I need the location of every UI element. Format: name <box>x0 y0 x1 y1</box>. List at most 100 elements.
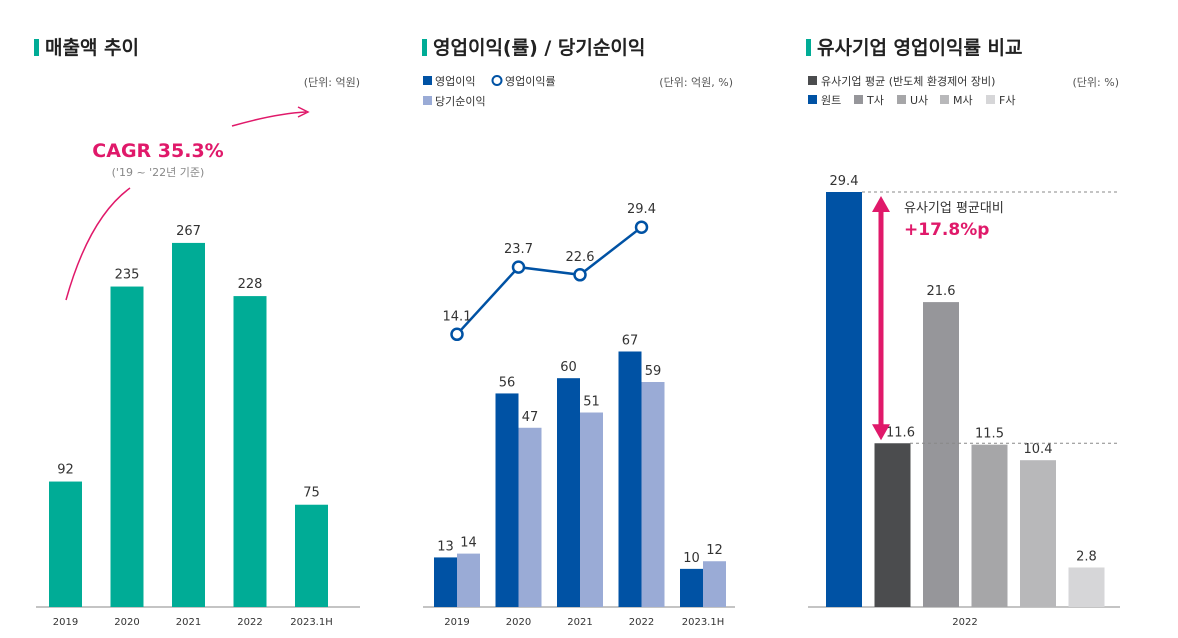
tick-label: 2021 <box>176 617 201 628</box>
chart1-marks: 92 2019 235 2020 267 2021 228 2022 75 2023.1H <box>49 224 333 628</box>
data-label: 29.4 <box>627 202 656 217</box>
data-label: 14.1 <box>443 309 472 324</box>
tick-label: 2021 <box>567 617 592 628</box>
title-marker <box>806 39 811 56</box>
chart1-unit: (단위: 억원) <box>304 76 360 89</box>
data-label: 51 <box>583 395 600 410</box>
bar-당기순이익-2019 <box>457 553 480 607</box>
bar-2019 <box>49 481 82 607</box>
op-margin-point-2020 <box>511 260 526 274</box>
bar-원트 <box>826 192 862 607</box>
legend-swatch <box>897 95 906 104</box>
chart3-marks: 29.4 11.6 21.6 11.5 10.4 2.8 <box>826 174 1120 607</box>
bar-M사 <box>1020 460 1056 607</box>
legend-label: T사 <box>866 94 884 107</box>
data-label: 267 <box>176 224 201 239</box>
bar-2021 <box>172 242 205 607</box>
tick-label: 2023.1H <box>682 617 725 628</box>
data-label: 228 <box>238 277 263 292</box>
legend-label: F사 <box>999 94 1015 107</box>
bar-당기순이익-2023.1H <box>703 561 726 607</box>
legend-label: U사 <box>910 94 928 107</box>
legend-swatch <box>808 95 817 104</box>
data-label: 60 <box>560 360 577 375</box>
chart2-title: 영업이익(률) / 당기순이익 <box>422 33 645 60</box>
bar-영업이익-2020 <box>495 393 519 607</box>
data-label: 47 <box>522 410 539 425</box>
cagr-arrow-right <box>231 111 307 127</box>
op-margin-point-2019 <box>450 327 464 342</box>
tick-label: 2023.1H <box>290 617 333 628</box>
op-margin-point-2021 <box>573 268 587 282</box>
legend-swatch-op-profit <box>423 76 432 85</box>
gap-arrow-head-down <box>872 424 890 441</box>
data-label: 235 <box>115 268 140 283</box>
legend-peer-avg: 유사기업 평균 (반도체 환경제어 장비) <box>821 75 995 88</box>
chart3-title: 유사기업 영업이익률 비교 <box>806 33 1023 60</box>
data-label: 13 <box>437 539 454 554</box>
legend-label: M사 <box>953 94 973 107</box>
data-label: 14 <box>460 536 477 551</box>
data-label: 11.6 <box>886 425 915 440</box>
bar-유사기업 평균 (반도체 환경제어 장비) <box>874 443 911 607</box>
data-label: 56 <box>499 375 516 390</box>
bar-당기순이익-2022 <box>641 382 665 607</box>
data-label: 21.6 <box>927 284 956 299</box>
legend-swatch <box>854 95 863 104</box>
tick-label: 2022 <box>629 617 654 628</box>
bar-영업이익-2023.1H <box>680 568 703 607</box>
data-label: 11.5 <box>975 427 1004 442</box>
chart2-marks: 13 14 2019 56 47 2020 60 51 2021 67 59 2022 10 12 2023… <box>434 202 726 628</box>
data-label: 67 <box>622 333 639 348</box>
tick-label: 2020 <box>114 617 139 628</box>
legend-net-income: 당기순이익 <box>435 95 486 108</box>
bar-영업이익-2021 <box>557 378 580 607</box>
tick-label: 2019 <box>53 617 78 628</box>
chart3-category-label: 2022 <box>952 617 977 628</box>
bar-F사 <box>1068 567 1105 607</box>
legend-swatch <box>986 95 995 104</box>
data-label: 12 <box>706 543 723 558</box>
bar-2022 <box>233 296 267 607</box>
title-marker <box>422 39 427 56</box>
bar-U사 <box>971 444 1008 607</box>
legend-swatch-net-income <box>423 96 432 105</box>
data-label: 10.4 <box>1024 442 1053 457</box>
cagr-arrow-head <box>297 106 310 118</box>
op-margin-line <box>456 226 643 336</box>
bar-2023.1H <box>295 504 328 607</box>
cagr-arrow-left <box>65 187 131 301</box>
chart3-legend: 원트 T사 U사 M사 F사 <box>808 94 1015 107</box>
data-label: 59 <box>645 364 662 379</box>
data-label: 2.8 <box>1076 549 1097 564</box>
chart1-title: 매출액 추이 <box>34 33 139 60</box>
bar-T사 <box>923 302 959 607</box>
bar-2020 <box>110 286 144 607</box>
legend-label: 원트 <box>821 94 841 107</box>
bar-영업이익-2019 <box>434 557 457 607</box>
legend-op-margin: 영업이익률 <box>505 75 556 88</box>
bar-당기순이익-2021 <box>580 412 603 607</box>
legend-swatch <box>940 95 949 104</box>
chart3-unit: (단위: %) <box>1073 76 1119 89</box>
legend-op-profit: 영업이익 <box>435 75 475 88</box>
bar-당기순이익-2020 <box>518 427 542 607</box>
cagr-sublabel: ('19 ~ '22년 기준) <box>112 166 205 179</box>
bar-영업이익-2022 <box>618 351 642 607</box>
data-label: 29.4 <box>830 174 859 189</box>
data-label: 92 <box>57 463 74 478</box>
chart2-unit: (단위: 억원, %) <box>659 76 733 89</box>
cagr-label: CAGR 35.3% <box>92 140 223 162</box>
data-label: 10 <box>683 551 700 566</box>
op-margin-point-2022 <box>634 220 649 234</box>
tick-label: 2022 <box>237 617 262 628</box>
legend-marker-op-margin <box>491 75 503 86</box>
gap-label: 유사기업 평균대비 <box>904 201 1004 216</box>
tick-label: 2019 <box>444 617 469 628</box>
title-marker <box>34 39 39 56</box>
legend-swatch-peer-avg <box>808 76 817 85</box>
gap-arrow-head-up <box>872 196 890 212</box>
tick-label: 2020 <box>506 617 531 628</box>
gap-value: +17.8%p <box>904 220 989 240</box>
